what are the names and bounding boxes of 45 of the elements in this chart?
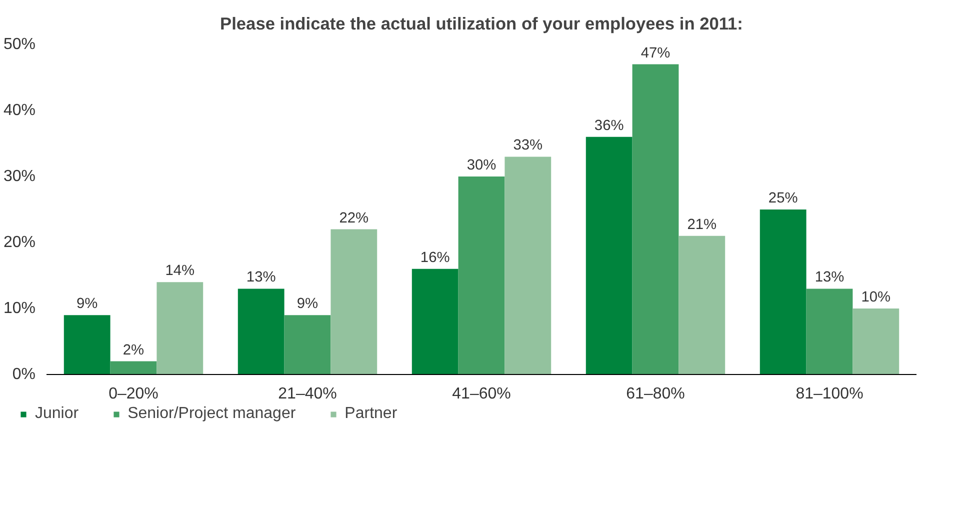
- y-tick-label: 20%: [3, 234, 36, 251]
- data-label: 47%: [640, 45, 670, 62]
- bar: [284, 315, 331, 374]
- bar: [64, 315, 110, 374]
- chart-title: Please indicate the actual utilization of your employees in 2011:: [220, 14, 743, 34]
- bar: [632, 64, 679, 374]
- legend-label: Junior: [35, 405, 79, 423]
- legend-label: Partner: [344, 405, 398, 423]
- data-label: 10%: [861, 290, 891, 306]
- data-label: 30%: [466, 158, 496, 174]
- bar: [330, 229, 378, 374]
- bar: [412, 268, 458, 374]
- y-tick-label: 50%: [3, 36, 36, 53]
- bar: [852, 308, 900, 374]
- bar: [586, 136, 632, 374]
- data-label: 25%: [768, 190, 798, 206]
- x-tick-label: 41–60%: [452, 386, 511, 402]
- x-tick-label: 21–40%: [278, 386, 337, 402]
- data-label: 22%: [339, 210, 369, 226]
- data-label: 14%: [165, 263, 195, 280]
- data-label: 33%: [513, 138, 543, 154]
- data-label: 13%: [246, 270, 276, 286]
- y-tick-label: 0%: [12, 366, 36, 383]
- data-label: 16%: [420, 250, 450, 266]
- bar: [760, 210, 806, 374]
- bar: [806, 288, 853, 374]
- bar: [678, 236, 726, 374]
- data-label: 13%: [814, 270, 844, 286]
- x-tick-label: 81–100%: [796, 386, 864, 402]
- data-label: 2%: [122, 342, 144, 358]
- data-label: 9%: [296, 296, 318, 312]
- bar: [504, 156, 552, 374]
- x-tick-label: 0–20%: [108, 386, 158, 402]
- data-label: 9%: [76, 296, 98, 312]
- y-tick-label: 40%: [3, 102, 36, 119]
- data-label: 21%: [687, 216, 717, 233]
- bar: [110, 361, 157, 374]
- y-tick-label: 10%: [3, 300, 36, 317]
- data-label: 36%: [594, 118, 624, 134]
- bar: [238, 288, 284, 374]
- bar: [458, 176, 505, 374]
- legend-label: Senior/Project manager: [128, 405, 296, 423]
- y-tick-label: 30%: [3, 168, 36, 185]
- x-tick-label: 61–80%: [626, 386, 685, 402]
- bar: [156, 282, 204, 374]
